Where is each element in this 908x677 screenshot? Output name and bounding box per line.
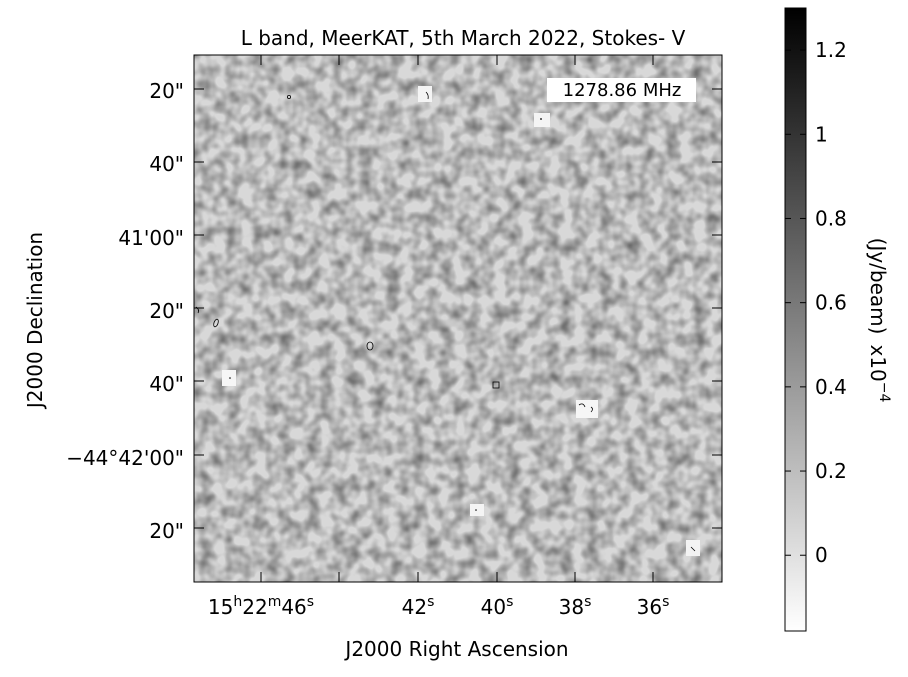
colorbar-label: (Jy/beam)x10−4 (866, 238, 892, 403)
contour (425, 91, 429, 100)
contour (229, 377, 231, 379)
x-tick-label: 15h22m46s (208, 594, 314, 619)
colorbar (784, 7, 807, 632)
bright-spot (470, 504, 484, 516)
y-tick-label: 40" (149, 152, 184, 176)
contour (578, 403, 593, 413)
bright-spot (686, 540, 700, 556)
x-axis-label: J2000 Right Ascension (343, 637, 568, 661)
bright-spot (576, 400, 598, 418)
plot-frame (193, 54, 723, 583)
colorbar-tick-label: 0.4 (815, 375, 847, 399)
contour (475, 509, 477, 511)
tick-marks (194, 55, 722, 582)
bright-spot (418, 86, 432, 102)
y-tick-label: 41'00" (118, 226, 184, 250)
y-tick-label: −44°42'00" (66, 446, 184, 470)
colorbar-tick-label: 1.2 (815, 38, 847, 62)
contour (366, 341, 374, 351)
y-tick-label: 20" (149, 79, 184, 103)
frequency-label: 1278.86 MHz (563, 80, 682, 101)
colorbar-ticks: 0 0.2 0.4 0.6 0.8 1 1.2 (785, 38, 847, 567)
x-tick-label: 38s (559, 594, 592, 619)
y-tick-label: 40" (149, 372, 184, 396)
x-tick-label: 42s (402, 594, 435, 619)
contour (492, 381, 500, 389)
colorbar-tick-label: 0 (815, 543, 828, 567)
noise-features (195, 86, 700, 556)
colorbar-tick-label: 0.8 (815, 206, 847, 230)
bright-spot (222, 370, 236, 386)
contour (213, 318, 219, 328)
x-tick-labels: 15h22m46s 42s 40s 38s 36s (208, 594, 669, 619)
frequency-label-box (547, 78, 696, 102)
y-tick-label: 20" (149, 519, 184, 543)
colorbar-tick-label: 1 (815, 122, 828, 146)
contour (690, 546, 696, 552)
contour (286, 95, 291, 100)
bright-spot (534, 113, 550, 127)
y-axis-label: J2000 Declination (23, 232, 47, 410)
colorbar-tick-label: 0.2 (815, 459, 847, 483)
chart-title: L band, MeerKAT, 5th March 2022, Stokes-… (241, 26, 686, 50)
contour (540, 118, 542, 120)
x-tick-label: 40s (481, 594, 514, 619)
y-tick-labels: 20" 40" 41'00" 20" 40" −44°42'00" 20" (66, 79, 184, 543)
y-tick-label: 20" (149, 299, 184, 323)
x-tick-label: 36s (637, 594, 670, 619)
colorbar-tick-label: 0.6 (815, 291, 847, 315)
image-plane (194, 55, 722, 582)
image-noise (194, 55, 722, 582)
